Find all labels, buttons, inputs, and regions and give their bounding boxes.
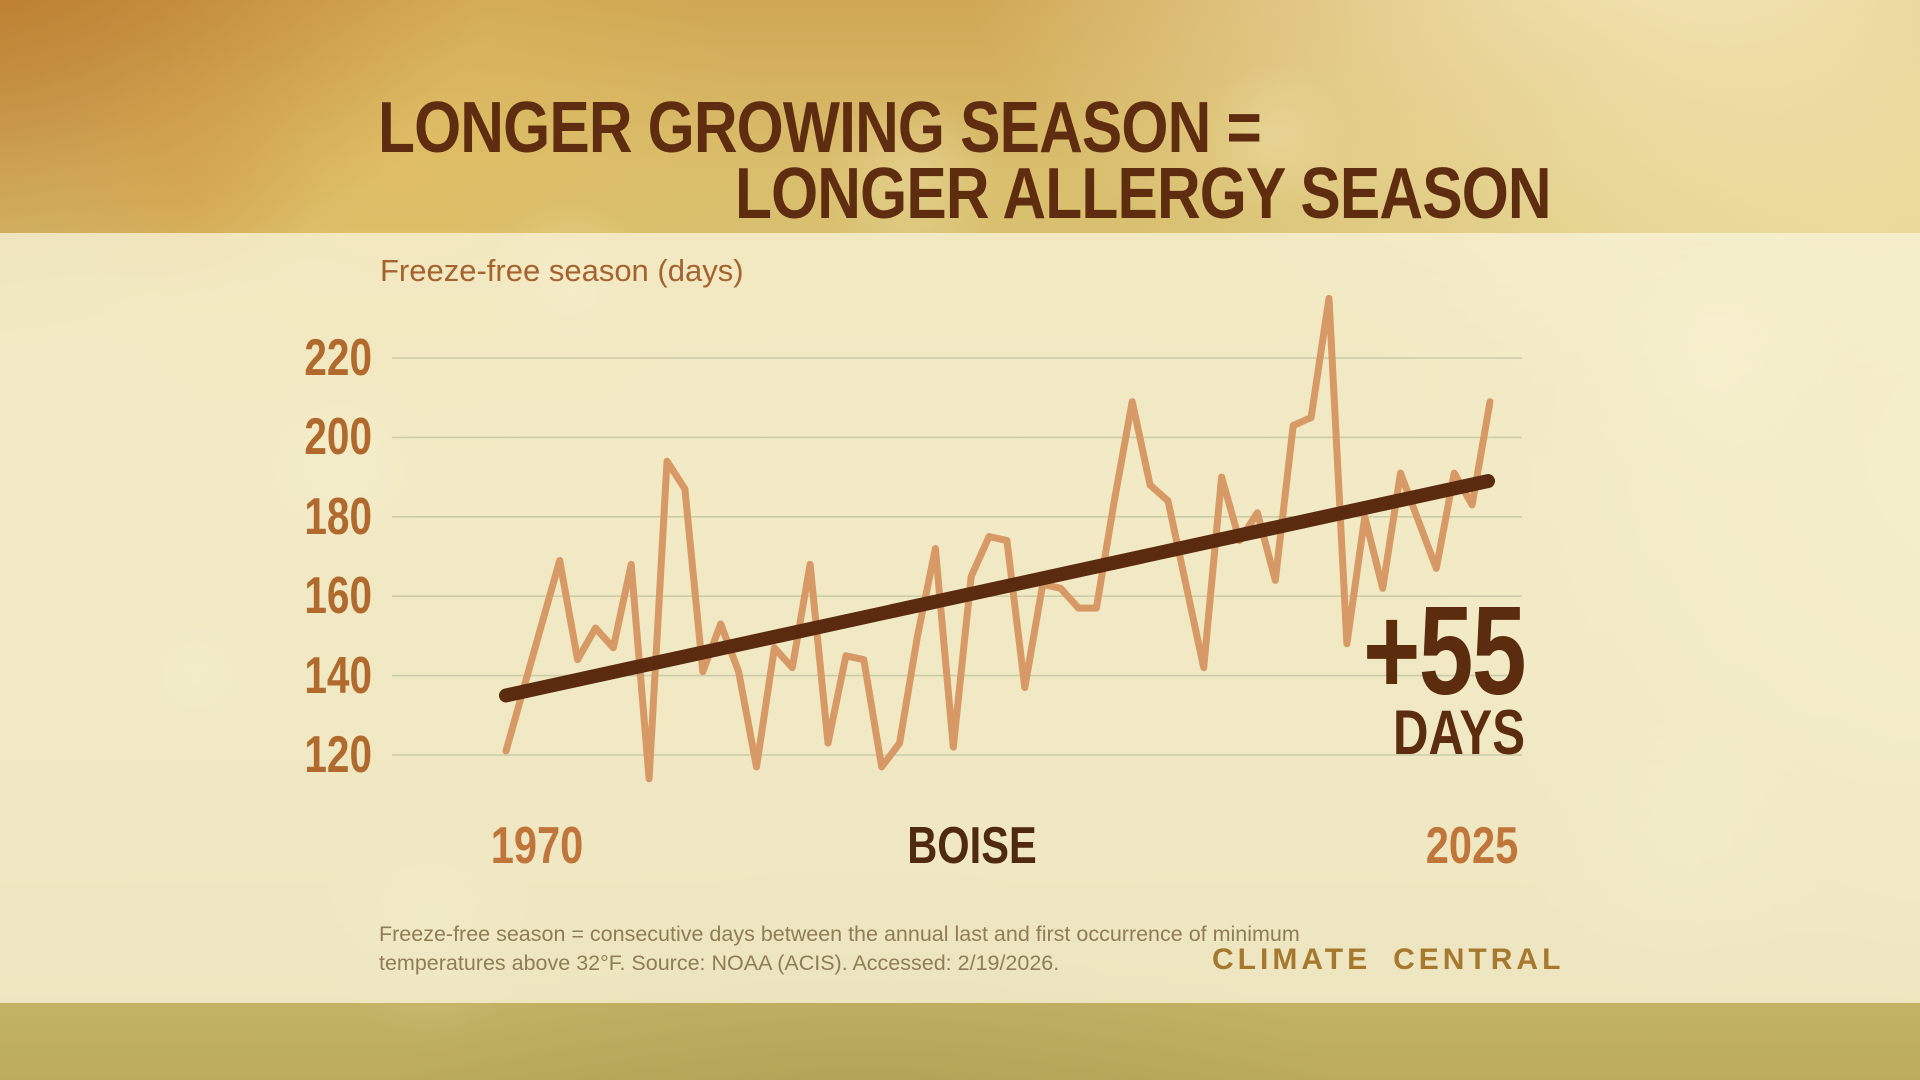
title-line-2: LONGER ALLERGY SEASON	[735, 154, 1552, 234]
y-axis-title: Freeze-free season (days)	[380, 253, 744, 288]
footnote-line-1: Freeze-free season = consecutive days be…	[379, 922, 1300, 946]
trend-line	[499, 474, 1495, 703]
y-tick-label: 160	[304, 567, 372, 626]
data-series-line	[502, 294, 1494, 783]
y-tick-label: 140	[304, 646, 372, 705]
logo-central-text: CENTRAL	[1393, 943, 1565, 976]
climate-central-logo: CLIMATE CENTRAL	[1212, 939, 1560, 981]
y-tick-label: 180	[304, 487, 372, 546]
x-axis-end-year: 2025	[1425, 817, 1519, 875]
trend-change-value: +55	[1362, 580, 1527, 721]
content-panel	[0, 233, 1920, 1003]
y-tick-label: 220	[304, 329, 372, 387]
bokeh-light	[1200, 60, 1350, 210]
title-line-1: LONGER GROWING SEASON =	[378, 88, 1262, 168]
footnote-line-2: temperatures above 32°F. Source: NOAA (A…	[379, 951, 1060, 975]
y-tick-label: 120	[304, 726, 372, 784]
trend-change-unit: DAYS	[1392, 698, 1525, 768]
x-axis-start-year: 1970	[490, 817, 584, 875]
y-tick-label: 200	[304, 408, 372, 467]
location-label: BOISE	[907, 817, 1037, 875]
footnote: Freeze-free season = consecutive days be…	[379, 920, 1300, 978]
logo-climate-text: CLIMATE	[1212, 943, 1372, 976]
